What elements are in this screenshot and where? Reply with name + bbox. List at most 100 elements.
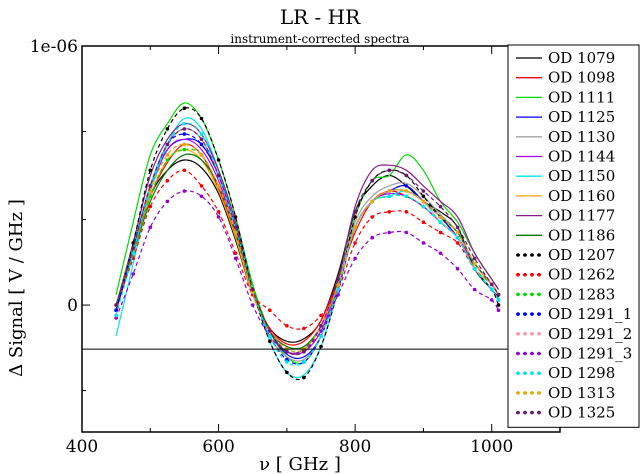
series-point-od-1283 xyxy=(182,147,187,152)
legend-marker xyxy=(537,391,541,395)
x-axis-label: ν [ GHz ] xyxy=(259,454,341,474)
series-point-od-1207 xyxy=(182,106,187,110)
x-tick-label: 1000 xyxy=(470,437,513,457)
series-line-od-1186 xyxy=(115,153,500,350)
series-point-od-1291-3 xyxy=(489,298,494,302)
series-point-od-1325 xyxy=(114,303,118,307)
series-point-od-1325 xyxy=(268,329,272,333)
legend-marker xyxy=(530,272,534,277)
legend-marker xyxy=(537,332,541,336)
series-point-od-1325 xyxy=(199,137,204,142)
plot-border xyxy=(81,45,561,433)
legend-marker xyxy=(537,351,541,356)
x-tick-label: 400 xyxy=(66,437,98,457)
legend-label-od-1207: OD 1207 xyxy=(548,246,615,264)
legend-marker xyxy=(523,351,527,356)
series-point-od-1291-3 xyxy=(387,230,392,235)
series-point-od-1313 xyxy=(387,189,392,193)
legend-label-od-1325: OD 1325 xyxy=(548,404,615,422)
series-point-od-1291-3 xyxy=(421,241,426,245)
legend-label-od-1098: OD 1098 xyxy=(548,69,615,87)
series-point-od-1291-1 xyxy=(285,357,289,362)
legend-label-od-1291-2: OD 1291_2 xyxy=(548,325,632,343)
series-point-od-1291-1 xyxy=(199,142,204,147)
series-point-od-1298 xyxy=(114,313,118,318)
series-point-od-1291-3 xyxy=(496,308,501,313)
legend-marker xyxy=(530,391,534,395)
series-point-od-1207 xyxy=(421,194,426,199)
legend-label-od-1079: OD 1079 xyxy=(548,49,615,67)
legend-marker xyxy=(516,312,520,316)
series-line-od-1283 xyxy=(115,148,500,353)
legend-label-od-1283: OD 1283 xyxy=(548,285,615,303)
legend-marker xyxy=(530,351,534,356)
series-point-od-1298 xyxy=(319,334,323,338)
legend-marker xyxy=(523,332,527,336)
series-point-od-1262 xyxy=(370,215,375,219)
series-point-od-1291-3 xyxy=(199,194,204,199)
legend-marker xyxy=(530,312,534,316)
legend-marker xyxy=(516,391,520,395)
series-point-od-1313 xyxy=(233,230,238,235)
chart-subtitle: instrument-corrected spectra xyxy=(230,32,409,46)
series-point-od-1325 xyxy=(496,292,501,297)
series-point-od-1262 xyxy=(302,326,306,331)
series-point-od-1262 xyxy=(165,178,170,183)
legend-marker xyxy=(516,351,520,356)
series-point-od-1313 xyxy=(455,230,460,235)
legend-marker xyxy=(537,272,541,277)
series-point-od-1291-3 xyxy=(165,199,170,204)
series-point-od-1298 xyxy=(438,220,443,224)
series-point-od-1262 xyxy=(268,308,272,313)
legend-label-od-1291-1: OD 1291_1 xyxy=(548,305,632,323)
series-point-od-1291-3 xyxy=(370,235,375,240)
series-point-od-1207 xyxy=(496,303,501,307)
series-point-od-1262 xyxy=(182,168,187,173)
series-point-od-1298 xyxy=(268,334,272,338)
series-point-od-1291-3 xyxy=(319,329,323,333)
series-line-od-1262 xyxy=(115,169,500,330)
series-point-od-1298 xyxy=(131,251,135,255)
series-point-od-1325 xyxy=(233,225,238,230)
series-point-od-1325 xyxy=(148,184,153,188)
y-tick-label: 0 xyxy=(67,296,78,316)
series-point-od-1207 xyxy=(319,344,323,349)
legend-marker xyxy=(523,292,527,297)
series-point-od-1313 xyxy=(165,153,170,157)
series-point-od-1325 xyxy=(353,210,357,214)
legend-marker xyxy=(523,410,527,415)
series-point-od-1298 xyxy=(336,287,340,292)
series-line-od-1098 xyxy=(115,143,500,346)
series-point-od-1262 xyxy=(148,204,153,209)
series-point-od-1325 xyxy=(302,349,306,354)
series-point-od-1262 xyxy=(353,241,357,245)
series-line-od-1144 xyxy=(115,138,500,355)
series-point-od-1313 xyxy=(472,261,477,266)
series-point-od-1262 xyxy=(387,210,392,214)
series-point-od-1298 xyxy=(285,360,289,364)
series-point-od-1298 xyxy=(404,194,409,199)
legend-label-od-1186: OD 1186 xyxy=(548,226,615,244)
series-point-od-1207 xyxy=(165,127,170,131)
series-point-od-1291-3 xyxy=(353,256,357,261)
series-point-od-1262 xyxy=(233,251,238,255)
series-point-od-1262 xyxy=(404,210,409,214)
legend-label-od-1111: OD 1111 xyxy=(548,88,615,106)
legend-marker xyxy=(523,312,527,316)
series-point-od-1291-3 xyxy=(233,256,238,261)
series-point-od-1325 xyxy=(216,173,221,178)
series-point-od-1313 xyxy=(199,153,204,157)
series-point-od-1325 xyxy=(319,324,323,328)
chart-title: LR - HR xyxy=(280,5,361,29)
series-point-od-1291-3 xyxy=(438,251,443,255)
series-line-od-1160 xyxy=(115,148,500,350)
series-point-od-1325 xyxy=(489,282,494,287)
series-point-od-1291-3 xyxy=(182,189,187,193)
series-point-od-1262 xyxy=(199,184,204,188)
series-line-od-1298 xyxy=(115,122,500,366)
series-point-od-1207 xyxy=(148,168,153,173)
x-tick-label: 600 xyxy=(202,437,234,457)
series-point-od-1291-1 xyxy=(114,308,118,313)
series-line-od-1325 xyxy=(115,128,500,356)
